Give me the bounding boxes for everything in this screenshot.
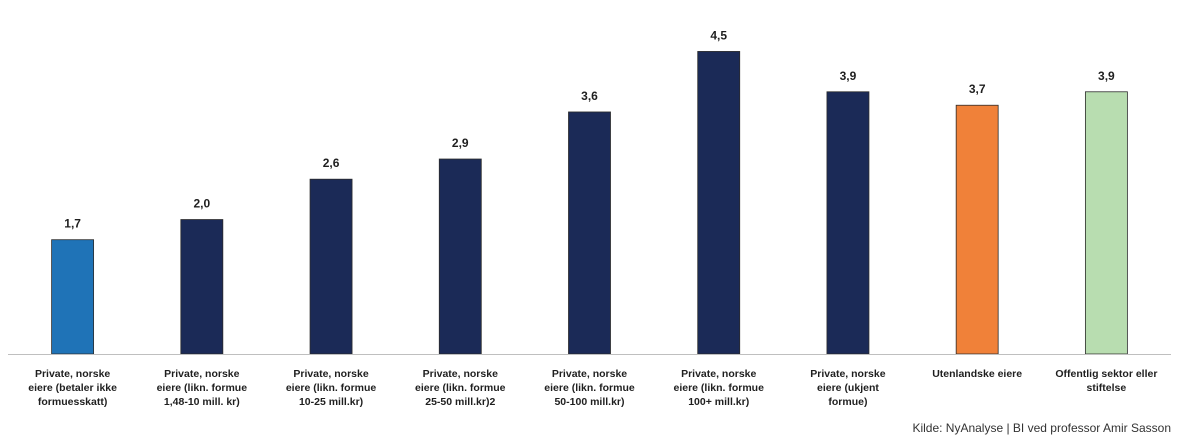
bar-8 [955,104,999,355]
bar-3 [309,178,353,355]
bar-7 [826,91,870,355]
category-label-4: Private, norske eiere (likn. formue 25-50 … [415,368,506,408]
value-label-4: 2,9 [452,136,469,150]
source-note: Kilde: NyAnalyse | BI ved professor Amir… [912,421,1171,435]
bar-2 [180,219,224,355]
category-label-7: Private, norske eiere (ukjent formue) [810,368,885,408]
value-label-1: 1,7 [64,217,81,231]
value-label-3: 2,6 [323,156,340,170]
value-label-6: 4,5 [710,28,727,42]
bars-group [51,51,1128,355]
category-label-8: Utenlandske eiere [932,368,1022,380]
category-label-3: Private, norske eiere (likn. formue 10-25 … [286,368,377,408]
bar-6 [697,51,741,355]
value-label-8: 3,7 [969,82,986,96]
category-label-9: Offentlig sektor eller stiftelse [1055,368,1157,394]
category-labels-group: Private, norske eiere (betaler ikke formue… [28,368,1157,408]
value-label-5: 3,6 [581,89,598,103]
value-label-7: 3,9 [840,69,857,83]
category-label-5: Private, norske eiere (likn. formue 50-100… [544,368,635,408]
bar-5 [568,111,611,355]
bar-4 [438,158,482,355]
value-label-2: 2,0 [193,197,210,211]
category-label-2: Private, norske eiere (likn. formue 1,48-1… [157,368,248,408]
value-labels-group: 1,7 2,0 2,6 2,9 3,6 4,5 3,9 3,7 3,9 [64,28,1115,230]
value-label-9: 3,9 [1098,69,1115,83]
category-label-6: Private, norske eiere (likn. formue 100+ m… [673,368,764,408]
bar-1 [51,239,95,355]
bar-9 [1084,91,1128,355]
category-label-1: Private, norske eiere (betaler ikke formue… [28,368,117,408]
